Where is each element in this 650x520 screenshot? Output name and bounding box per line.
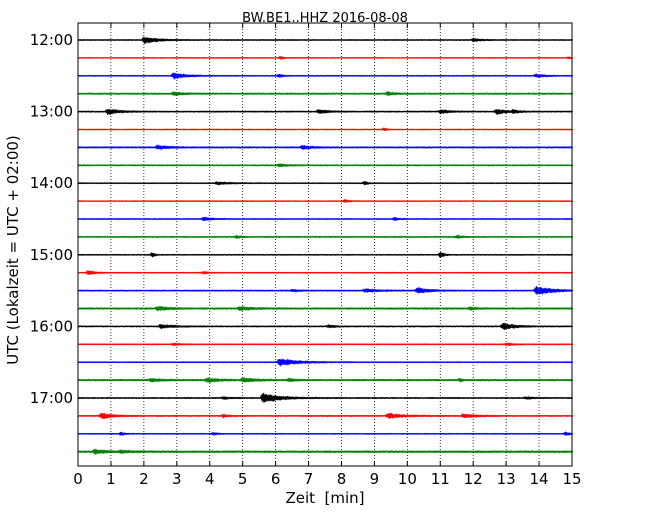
- trace-line: [77, 377, 574, 383]
- chart-title: BW.BE1..HHZ 2016-08-08: [242, 11, 408, 26]
- trace-line: [77, 431, 574, 436]
- y-tick-label: 12:00: [30, 31, 73, 49]
- x-tick-label: 7: [304, 470, 314, 488]
- x-tick-label: 9: [370, 470, 380, 488]
- x-tick-label: 3: [172, 470, 182, 488]
- x-tick-label: 10: [398, 470, 417, 488]
- x-tick-label: 14: [530, 470, 549, 488]
- trace-line: [77, 36, 574, 44]
- trace-line: [77, 270, 574, 276]
- x-tick-label: 0: [73, 470, 83, 488]
- trace-line: [77, 448, 574, 455]
- trace-line: [77, 127, 574, 132]
- trace-line: [77, 306, 574, 312]
- trace-line: [77, 91, 574, 97]
- trace-group: [77, 36, 574, 455]
- y-tick-label: 14:00: [30, 174, 73, 192]
- y-axis-label: UTC (Lokalzeit = UTC + 02:00): [4, 135, 22, 365]
- x-tick-label: 15: [562, 470, 581, 488]
- x-tick-label: 1: [106, 470, 116, 488]
- x-tick-label: 13: [497, 470, 516, 488]
- axes: 0 1 2 3 4 5 6 7 8 9 10 11 12 13 14 1512:0013:0014:0015:…: [30, 22, 582, 488]
- trace-line: [77, 109, 574, 115]
- x-tick-label: 4: [205, 470, 215, 488]
- x-tick-label: 12: [464, 470, 483, 488]
- trace-line: [77, 342, 574, 347]
- trace-line: [77, 144, 574, 150]
- trace-line: [77, 55, 574, 60]
- trace-line: [77, 163, 574, 168]
- trace-line: [77, 392, 574, 403]
- y-tick-label: 13:00: [30, 103, 73, 121]
- x-tick-label: 8: [337, 470, 347, 488]
- trace-line: [77, 216, 574, 222]
- trace-line: [77, 412, 574, 420]
- trace-line: [77, 199, 574, 203]
- x-tick-label: 5: [238, 470, 248, 488]
- y-tick-label: 17:00: [30, 389, 73, 407]
- x-tick-label: 2: [139, 470, 149, 488]
- trace-line: [77, 286, 574, 295]
- x-tick-label: 6: [271, 470, 281, 488]
- trace-line: [77, 72, 574, 80]
- trace-line: [77, 358, 574, 367]
- y-tick-label: 15:00: [30, 246, 73, 264]
- grid-lines: [110, 23, 540, 466]
- trace-line: [77, 234, 574, 239]
- y-tick-label: 16:00: [30, 317, 73, 335]
- trace-line: [77, 322, 574, 331]
- x-axis-label: Zeit [min]: [285, 489, 365, 507]
- trace-line: [77, 251, 574, 258]
- x-tick-label: 11: [431, 470, 450, 488]
- plot-frame: [77, 22, 573, 467]
- trace-line: [77, 181, 574, 186]
